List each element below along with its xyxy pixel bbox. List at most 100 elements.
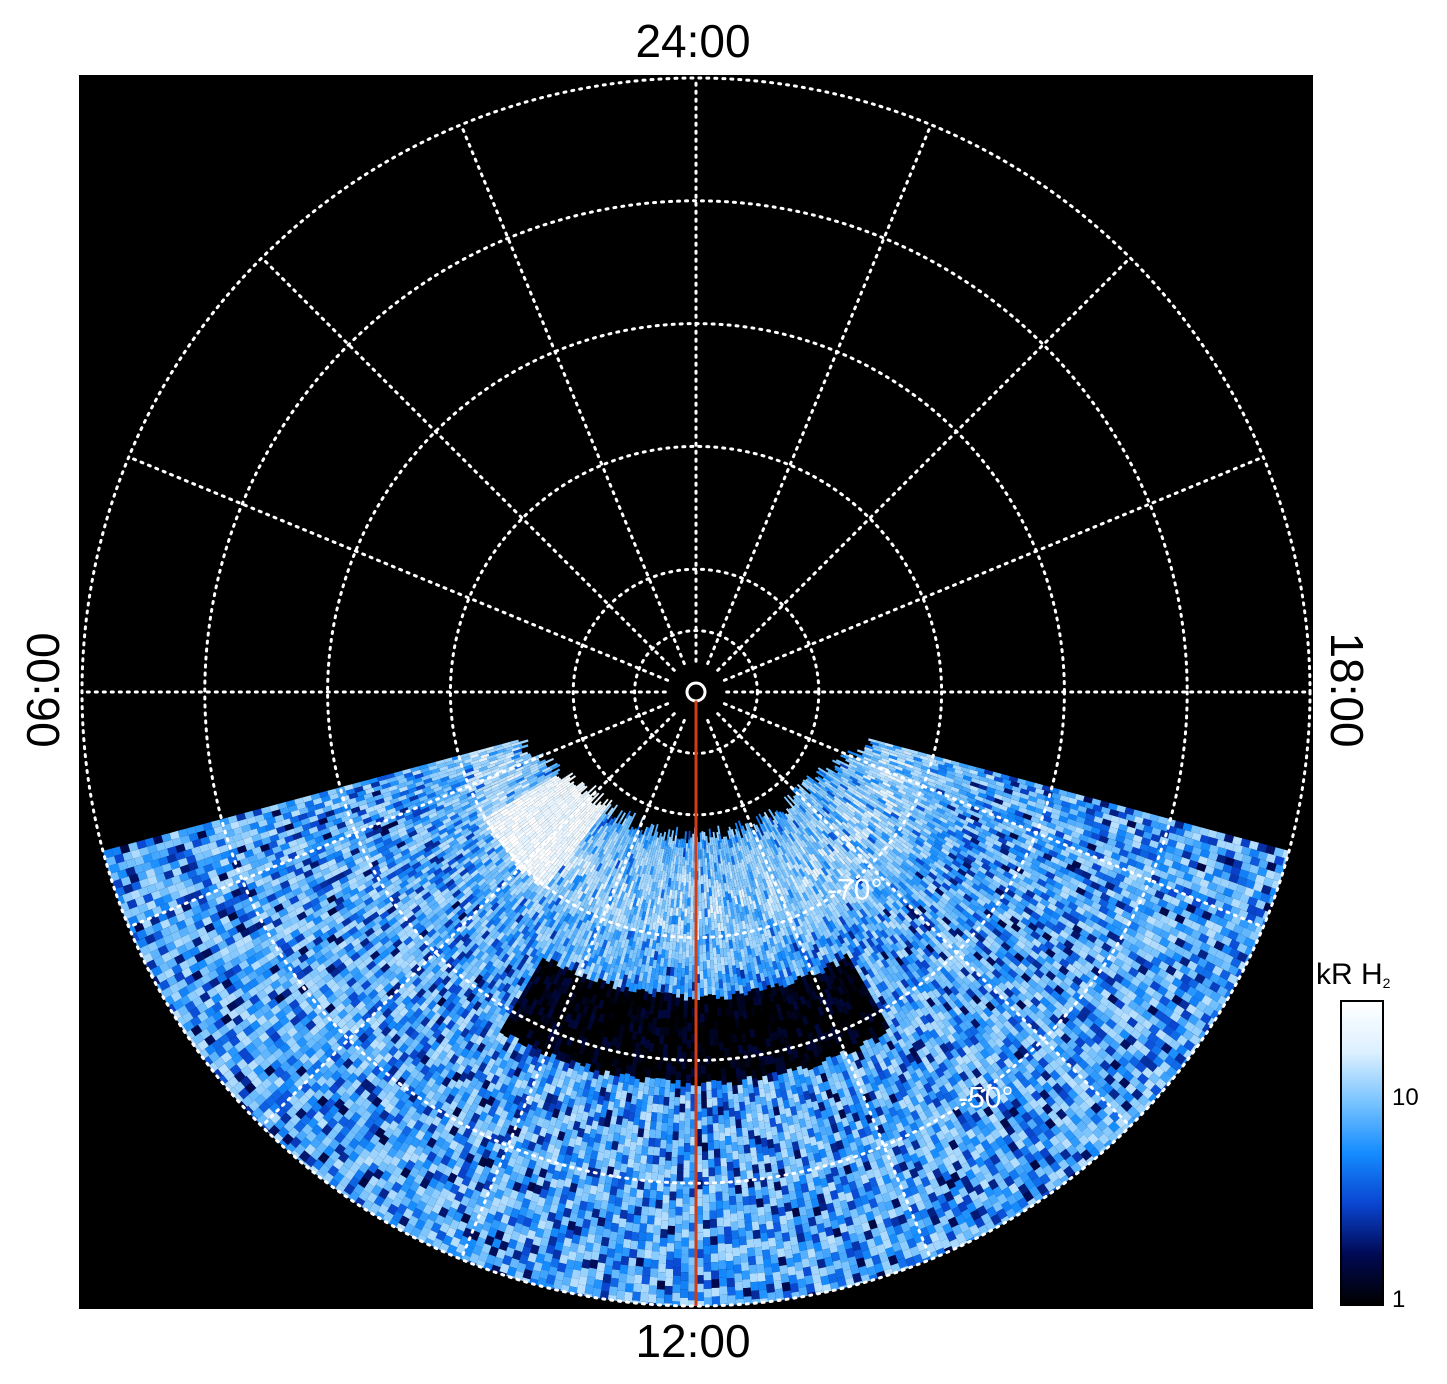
emission-cell xyxy=(420,815,430,823)
emission-cell xyxy=(362,816,373,825)
emission-cell xyxy=(519,759,528,765)
emission-cell xyxy=(229,949,241,960)
emission-cell xyxy=(117,869,128,880)
emission-cell xyxy=(578,1275,588,1286)
emission-cell xyxy=(189,946,201,957)
emission-cell xyxy=(259,843,270,853)
emission-cell xyxy=(325,847,336,856)
emission-cell xyxy=(312,830,323,839)
emission-cell xyxy=(620,1163,628,1173)
emission-cell xyxy=(499,773,509,779)
emission-cell xyxy=(366,796,376,804)
emission-cell xyxy=(632,1223,641,1233)
emission-cell xyxy=(253,839,264,849)
emission-cell xyxy=(209,912,221,923)
emission-cell xyxy=(221,953,233,964)
emission-cell xyxy=(626,1213,635,1223)
emission-cell xyxy=(139,846,150,857)
emission-cell xyxy=(523,773,533,780)
emission-cell xyxy=(541,766,551,773)
emission-cell xyxy=(491,799,501,806)
emission-cell xyxy=(639,1111,647,1121)
emission-cell xyxy=(351,826,362,834)
emission-cell xyxy=(226,942,238,953)
emission-cell xyxy=(647,1095,654,1105)
emission-cell xyxy=(332,817,343,826)
emission-cell xyxy=(258,911,269,921)
emission-cell xyxy=(322,832,333,841)
emission-cell xyxy=(292,820,303,829)
emission-cell xyxy=(168,923,180,934)
emission-cell xyxy=(216,831,227,841)
emission-cell xyxy=(414,773,424,780)
emission-cell xyxy=(438,827,448,836)
emission-cell xyxy=(205,828,216,837)
emission-cell xyxy=(284,859,295,868)
emission-cell xyxy=(654,823,659,833)
emission-cell xyxy=(311,842,322,851)
emission-cell xyxy=(277,908,289,918)
emission-cell xyxy=(262,874,273,884)
emission-cell xyxy=(365,830,375,839)
emission-cell xyxy=(196,830,207,840)
emission-cell xyxy=(135,912,147,923)
emission-cell xyxy=(608,1286,618,1296)
emission-cell xyxy=(497,756,507,763)
emission-cell xyxy=(391,792,401,800)
emission-cell xyxy=(242,863,253,873)
emission-cell xyxy=(436,808,446,816)
emission-cell xyxy=(511,746,521,752)
emission-cell xyxy=(506,778,516,785)
emission-cell xyxy=(230,821,240,830)
emission-cell xyxy=(454,807,464,815)
emission-cell xyxy=(633,1116,641,1126)
emission-cell xyxy=(576,1284,586,1295)
emission-cell xyxy=(230,917,242,928)
emission-cell xyxy=(302,795,313,803)
emission-cell xyxy=(166,957,178,969)
emission-cell xyxy=(263,811,273,820)
emission-cell xyxy=(610,1222,619,1233)
emission-cell xyxy=(423,797,433,805)
emission-cell xyxy=(293,867,304,877)
emission-cell xyxy=(345,788,356,796)
emission-cell xyxy=(458,794,468,801)
emission-cell xyxy=(315,802,326,810)
emission-cell xyxy=(297,813,308,821)
emission-cell xyxy=(384,841,395,850)
emission-cell xyxy=(422,786,432,793)
emission-cell xyxy=(301,864,312,873)
emission-cell xyxy=(215,925,226,936)
emission-cell xyxy=(515,777,525,784)
emission-cell xyxy=(163,870,175,880)
emission-cell xyxy=(196,926,208,937)
emission-cell xyxy=(158,961,170,973)
emission-cell xyxy=(396,817,407,825)
emission-cell xyxy=(146,883,158,894)
emission-cell xyxy=(472,765,482,771)
emission-cell xyxy=(491,767,500,774)
emission-cell xyxy=(289,815,300,824)
emission-cell xyxy=(444,808,454,816)
emission-cell xyxy=(526,774,536,781)
emission-cell xyxy=(430,827,440,836)
emission-cell xyxy=(273,820,284,829)
emission-cell xyxy=(386,807,397,815)
emission-cell xyxy=(452,815,463,824)
emission-cell xyxy=(319,839,330,848)
emission-cell xyxy=(373,837,384,845)
emission-cell xyxy=(643,1129,650,1139)
emission-cell xyxy=(336,821,347,830)
emission-cell xyxy=(531,769,540,776)
emission-cell xyxy=(317,851,328,860)
emission-cell xyxy=(172,837,183,847)
emission-cell xyxy=(293,825,304,834)
emission-cell xyxy=(304,907,315,917)
emission-cell xyxy=(279,880,291,890)
emission-cell xyxy=(269,898,280,909)
emission-cell xyxy=(506,793,516,801)
emission-cell xyxy=(240,898,252,908)
emission-cell xyxy=(301,823,312,831)
emission-cell xyxy=(395,774,405,781)
emission-cell xyxy=(175,896,187,907)
